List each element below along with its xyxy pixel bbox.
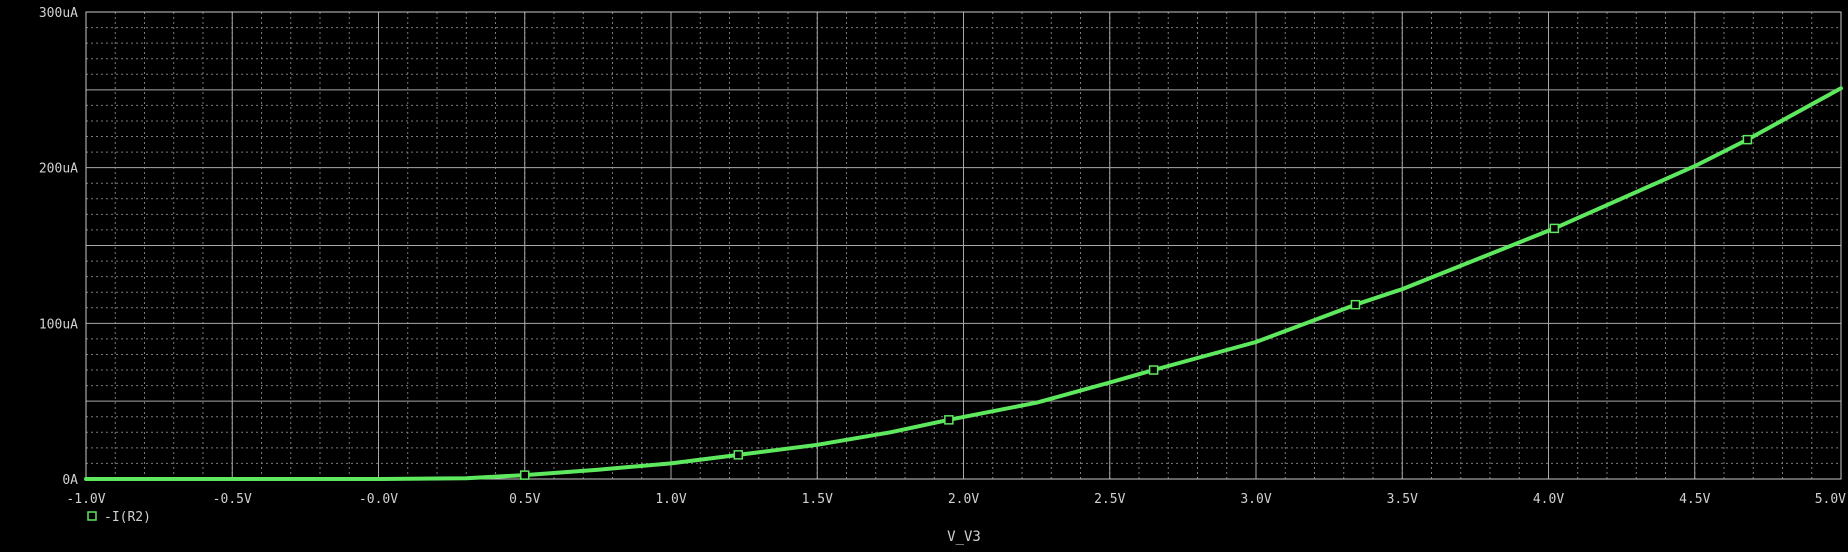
series-marker — [1549, 223, 1560, 234]
x-tick-label: 4.5V — [1679, 492, 1710, 507]
series-marker — [944, 415, 954, 425]
legend-marker-square — [87, 511, 97, 521]
legend[interactable]: -I(R2) — [87, 510, 151, 525]
x-axis-ticks: -1.0V -0.5V -0.0V 0.5V 1.0V 1.5V 2.0V 2.5V 3.0V 3… — [66, 492, 1846, 507]
y-tick-label: 0A — [62, 473, 78, 488]
x-tick-label: 3.0V — [1240, 492, 1271, 507]
x-tick-label: 5.0V — [1815, 492, 1846, 507]
series-marker — [733, 450, 744, 460]
series-marker — [1148, 365, 1159, 375]
x-axis-label: V_V3 — [947, 529, 981, 545]
y-axis-ticks: 0A 100uA 200uA 300uA — [39, 6, 78, 488]
x-tick-label: 2.0V — [948, 492, 979, 507]
series-marker — [1350, 299, 1361, 310]
x-tick-label: 1.5V — [802, 492, 833, 507]
legend-label: -I(R2) — [104, 510, 151, 525]
series-markers — [520, 134, 1753, 480]
series-marker — [1742, 134, 1753, 145]
x-tick-label: 1.0V — [655, 492, 686, 507]
x-tick-label: -0.5V — [213, 492, 252, 507]
y-tick-label: 200uA — [39, 162, 78, 177]
plot-border — [85, 11, 1842, 480]
x-tick-label: -1.0V — [66, 492, 105, 507]
x-tick-label: -0.0V — [359, 492, 398, 507]
y-tick-label: 300uA — [39, 6, 78, 21]
y-tick-label: 100uA — [39, 317, 78, 332]
x-tick-label: 0.5V — [509, 492, 540, 507]
x-tick-label: 2.5V — [1094, 492, 1125, 507]
x-tick-label: 3.5V — [1387, 492, 1418, 507]
series-marker — [520, 470, 530, 480]
x-tick-label: 4.0V — [1533, 492, 1564, 507]
